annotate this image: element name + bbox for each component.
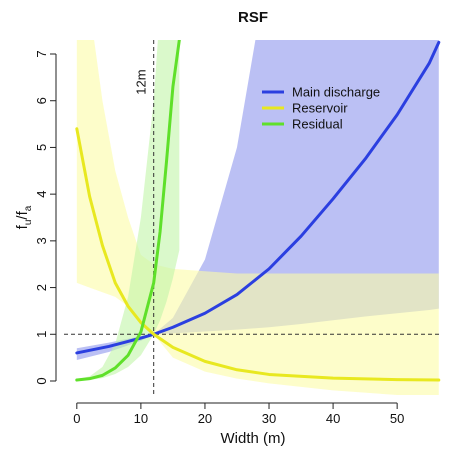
legend-label-residual: Residual: [292, 117, 343, 132]
line-reservoir: [75, 127, 441, 382]
y-tick-label: 1: [34, 331, 49, 338]
line-main-discharge: [75, 40, 441, 355]
x-tick-label: 20: [198, 411, 212, 426]
band-reservoir: [76, 40, 439, 395]
legend-label-reservoir: Reservoir: [292, 101, 348, 116]
y-tick-label: 0: [34, 377, 49, 384]
y-axis-title-sub2: a: [23, 205, 34, 211]
confidence-bands: [76, 40, 439, 395]
y-tick-label: 2: [34, 284, 49, 291]
axes: 0 10 20 30 40 50 0 1 2 3 4 5 6 7: [34, 50, 404, 426]
y-tick-label: 3: [34, 237, 49, 244]
y-tick-label: 7: [34, 50, 49, 57]
y-tick-label: 6: [34, 97, 49, 104]
x-tick-label: 0: [73, 411, 80, 426]
x-tick-label: 30: [262, 411, 276, 426]
x-axis-title: Width (m): [221, 430, 286, 447]
y-tick-label: 4: [34, 191, 49, 198]
x-tick-label: 50: [390, 411, 404, 426]
chart-title: RSF: [238, 9, 268, 26]
annotation-12m: 12m: [134, 69, 149, 94]
y-axis-title: fu/fa: [14, 205, 34, 229]
y-axis-title-slash: /f: [14, 210, 31, 219]
y-axis-title-main: f: [14, 224, 31, 229]
x-tick-label: 40: [326, 411, 340, 426]
y-axis-title-sub1: u: [23, 220, 34, 226]
y-tick-label: 5: [34, 144, 49, 151]
legend-label-main-discharge: Main discharge: [292, 85, 380, 100]
line-residual: [75, 40, 181, 382]
x-tick-label: 10: [134, 411, 148, 426]
series-lines: [75, 40, 441, 382]
